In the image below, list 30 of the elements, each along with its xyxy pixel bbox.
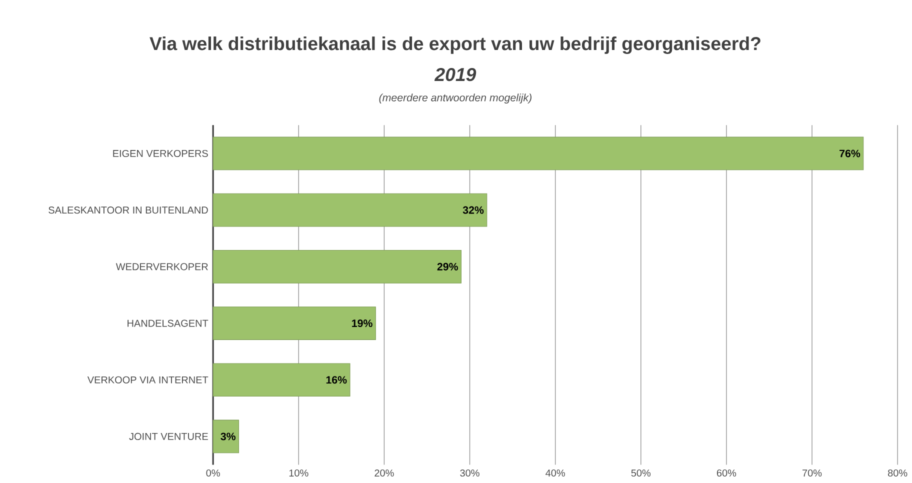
chart-title: Via welk distributiekanaal is de export van uw bedrijf georganiseerd? xyxy=(150,36,760,54)
y-tick-label: VERKOOP VIA INTERNET xyxy=(87,376,208,384)
data-label: 19% xyxy=(352,319,372,327)
x-tick-label: 80% xyxy=(888,469,908,476)
bar xyxy=(212,306,376,340)
chart-subtitle: 2019 xyxy=(434,68,476,81)
y-tick-label: WEDERVERKOPER xyxy=(116,262,208,270)
x-tick-label: 40% xyxy=(546,469,565,476)
text: (meerdere antwoorden mogelijk) xyxy=(379,93,532,104)
data-label: 3% xyxy=(220,432,236,440)
x-tick-label: 60% xyxy=(716,469,736,476)
y-tick-label: JOINT VENTURE xyxy=(129,432,208,440)
x-tick-label: 0% xyxy=(206,469,220,476)
x-tick-label: 50% xyxy=(631,469,651,476)
bar xyxy=(212,250,462,284)
bar xyxy=(212,362,350,396)
data-label: 32% xyxy=(462,206,484,214)
y-tick-label: SALESKANTOOR IN BUITENLAND xyxy=(48,206,208,214)
data-label: 76% xyxy=(840,150,860,158)
x-tick-label: 10% xyxy=(289,469,308,476)
x-tick-label: 20% xyxy=(374,469,394,476)
bar xyxy=(212,136,864,170)
bar xyxy=(212,193,488,227)
y-tick-label: HANDELSAGENT xyxy=(128,320,208,327)
data-label: 16% xyxy=(326,376,347,384)
x-tick-label: 70% xyxy=(802,469,822,476)
data-label: 29% xyxy=(437,262,458,270)
x-tick-label: 30% xyxy=(460,469,480,476)
y-tick-label: EIGEN VERKOPERS xyxy=(113,150,208,157)
bar xyxy=(212,420,240,453)
